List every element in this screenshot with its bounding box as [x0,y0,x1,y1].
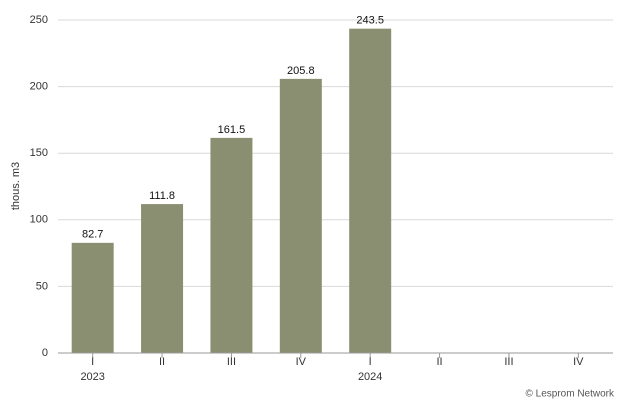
x-tick-label: I [369,356,372,368]
bar [141,204,184,353]
value-label: 111.8 [149,190,175,202]
y-tick-label: 100 [30,214,48,226]
x-group-label: 2023 [80,371,104,383]
x-tick-label: IV [296,356,307,368]
value-label: 243.5 [356,15,384,27]
y-axis-label: thous. m3 [10,162,22,210]
x-tick-label: II [437,356,443,368]
y-tick-label: 150 [30,147,48,159]
bar [279,78,322,354]
x-tick-label: IV [573,356,584,368]
bar [210,137,253,353]
bar [349,28,392,354]
y-tick-label: 0 [42,347,48,359]
x-tick-label: II [159,356,165,368]
y-tick-label: 250 [30,14,48,26]
x-tick-label: III [504,356,513,368]
source: © Lesprom Network [525,389,615,400]
value-label: 205.8 [287,65,315,77]
x-tick-label: III [227,356,236,368]
bar [71,242,114,353]
value-label: 82.7 [82,229,103,241]
y-tick-label: 50 [36,280,48,292]
x-group-label: 2024 [358,371,382,383]
x-tick-label: I [91,356,94,368]
y-tick-label: 200 [30,81,48,93]
value-label: 161.5 [218,124,246,136]
